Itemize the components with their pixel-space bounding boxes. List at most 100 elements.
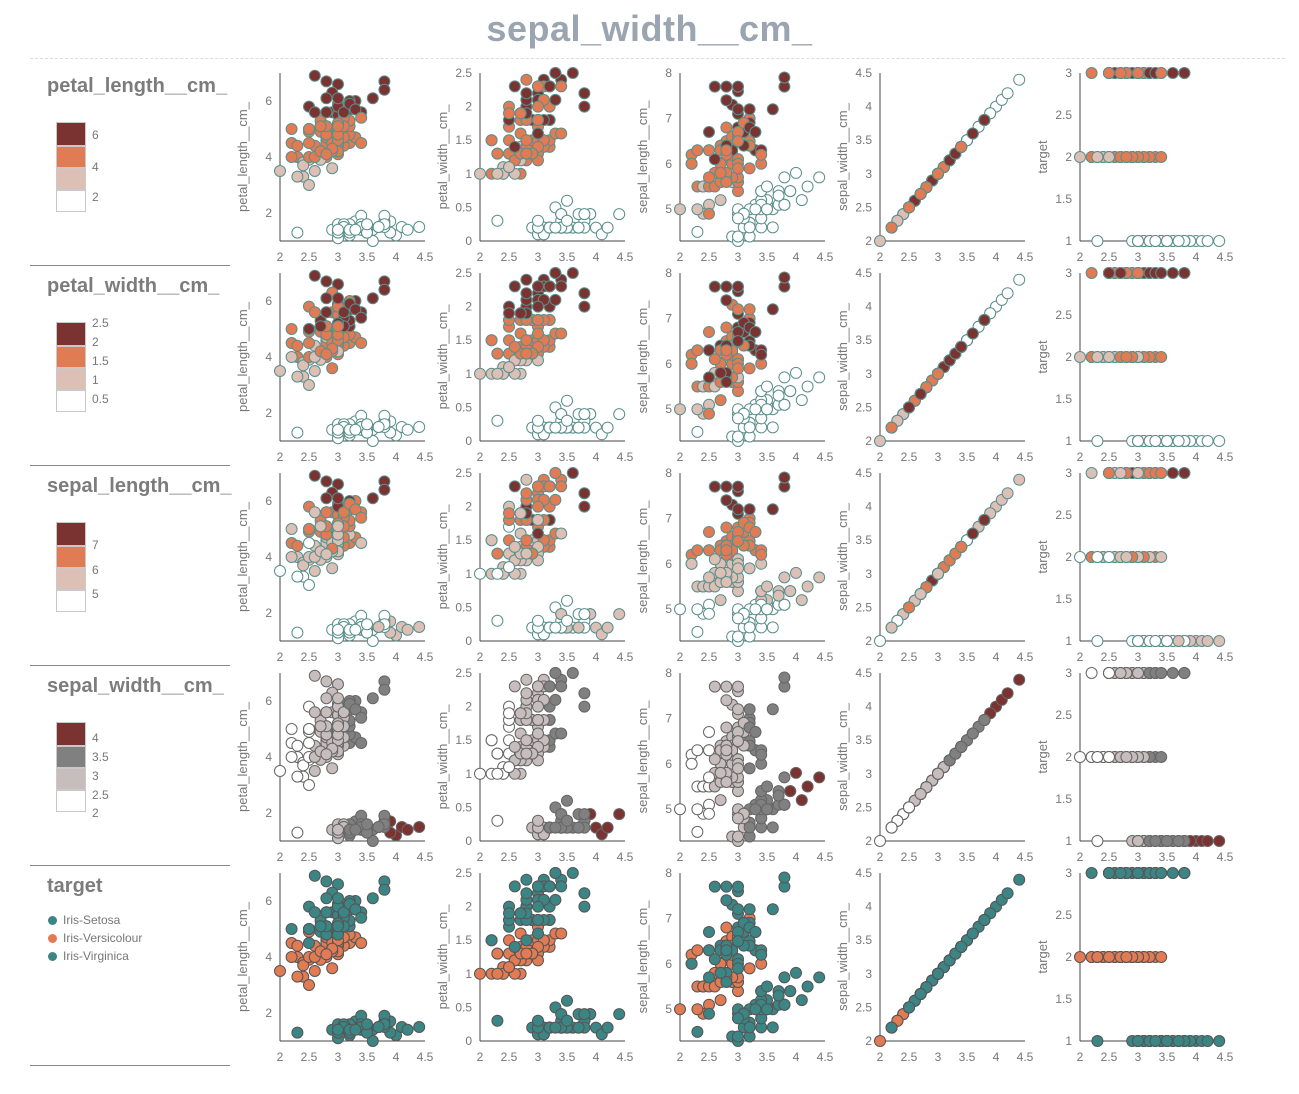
y-tick-label: 2 (465, 100, 472, 114)
data-point (303, 937, 315, 949)
data-point (1091, 751, 1104, 763)
data-point (903, 201, 915, 214)
data-point (1091, 551, 1104, 563)
x-tick-label: 2.5 (1101, 1050, 1118, 1064)
data-point (978, 714, 991, 726)
y-axis-label: petal_width__cm_ (435, 904, 450, 1010)
data-point (778, 71, 791, 84)
x-tick-label: 4.5 (417, 250, 434, 264)
data-point (508, 880, 521, 893)
y-tick-label: 1.5 (1055, 592, 1072, 606)
data-point (1091, 635, 1104, 647)
x-tick-label: 3 (735, 450, 742, 464)
data-point (549, 867, 562, 879)
data-point (572, 421, 585, 434)
x-tick-label: 3 (1135, 450, 1142, 464)
data-point (320, 348, 333, 361)
data-point (784, 385, 797, 398)
x-tick-label: 2 (277, 650, 284, 664)
x-tick-label: 3.5 (1159, 1050, 1176, 1064)
data-point (766, 221, 779, 234)
y-tick-label: 7 (665, 911, 672, 925)
data-point (1013, 73, 1026, 86)
data-point (685, 957, 698, 970)
data-point (755, 348, 768, 361)
x-tick-label: 3.5 (959, 850, 976, 864)
data-point (1091, 235, 1104, 247)
data-point (549, 221, 562, 234)
data-point (801, 180, 814, 193)
x-tick-label: 2.5 (1101, 650, 1118, 664)
scatter-panel: petal_width__cm_2.521.510.502 2.5 3 3.5 4 4.5 (435, 866, 634, 1064)
y-tick-label: 4 (865, 300, 872, 314)
x-tick-label: 4 (793, 850, 800, 864)
x-tick-label: 3 (1135, 250, 1142, 264)
data-point (766, 903, 779, 916)
data-point (813, 171, 826, 184)
data-point (1103, 351, 1115, 363)
data-point (491, 947, 504, 960)
data-point (555, 527, 568, 540)
x-tick-label: 4 (593, 250, 600, 264)
data-point (532, 314, 544, 326)
data-point (372, 1021, 385, 1033)
data-point (1132, 235, 1144, 247)
data-point (778, 971, 791, 984)
data-point (320, 475, 333, 488)
data-point (549, 267, 562, 279)
data-point (714, 166, 727, 179)
data-point (555, 680, 568, 693)
data-point (355, 911, 368, 924)
data-point (1114, 867, 1127, 879)
data-point (978, 314, 991, 326)
data-point (1074, 351, 1086, 363)
x-tick-label: 4 (993, 650, 1000, 664)
data-point (966, 327, 979, 340)
data-point (561, 214, 573, 227)
data-point (549, 293, 562, 306)
data-point (1074, 751, 1086, 763)
data-point (743, 103, 756, 116)
data-point (674, 203, 686, 216)
data-point (703, 807, 715, 820)
y-tick-label: 1 (1065, 434, 1072, 448)
data-point (766, 1021, 779, 1034)
data-point (1074, 551, 1086, 563)
data-point (613, 1008, 626, 1021)
x-tick-label: 4 (393, 250, 400, 264)
data-point (720, 944, 733, 957)
data-point (532, 480, 544, 493)
y-tick-label: 2.5 (1055, 908, 1072, 922)
data-point (355, 737, 368, 749)
data-point (732, 812, 744, 825)
x-tick-label: 4 (393, 850, 400, 864)
y-tick-label: 0.5 (455, 200, 472, 214)
data-point (308, 869, 321, 882)
data-point (320, 548, 333, 561)
y-tick-label: 1 (465, 167, 472, 181)
data-point (732, 830, 744, 843)
data-point (784, 185, 797, 198)
data-point (966, 527, 979, 540)
y-tick-label: 2.5 (455, 866, 472, 880)
legend-divider (30, 865, 230, 866)
data-point (520, 887, 533, 900)
y-tick-label: 3.5 (855, 733, 872, 747)
legend-tick: 5 (92, 587, 99, 601)
data-point (691, 803, 704, 816)
data-point (795, 794, 808, 807)
legend-divider (30, 665, 230, 666)
y-tick-label: 4 (865, 100, 872, 114)
data-point (578, 300, 591, 313)
x-tick-label: 2.5 (301, 1050, 318, 1064)
data-point (1132, 667, 1144, 679)
y-tick-label: 7 (665, 111, 672, 125)
data-point (743, 903, 756, 916)
data-point (274, 165, 286, 177)
data-point (766, 421, 779, 434)
data-point (732, 362, 744, 375)
y-tick-label: 2 (1065, 350, 1072, 364)
data-point (685, 557, 698, 570)
y-tick-label: 4 (265, 150, 272, 164)
